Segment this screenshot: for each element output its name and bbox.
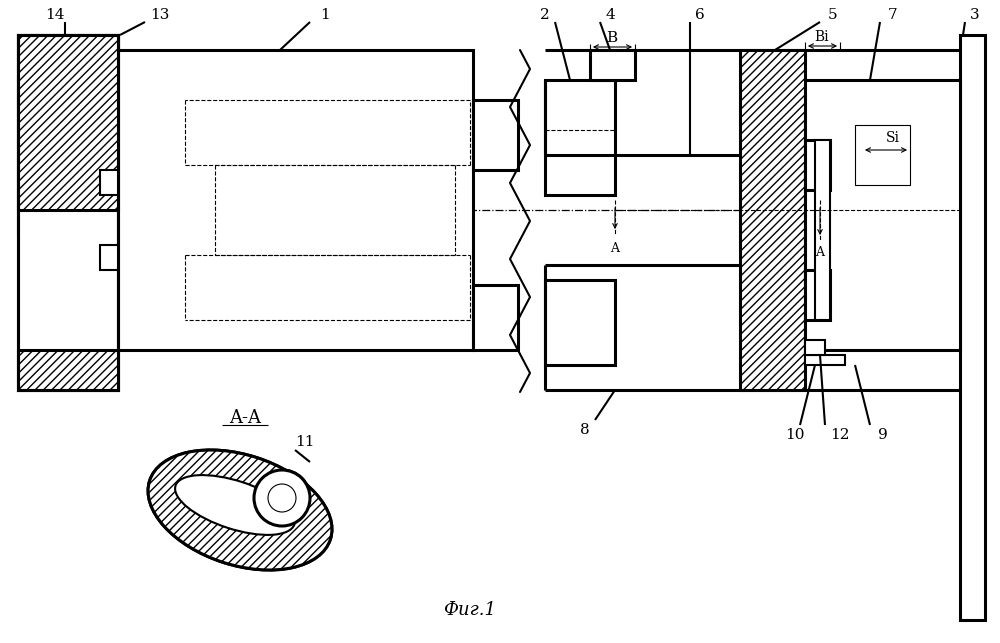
- Text: 4: 4: [605, 8, 615, 22]
- Text: 5: 5: [828, 8, 838, 22]
- Bar: [960, 35, 985, 620]
- Bar: [805, 140, 830, 190]
- Text: 1: 1: [320, 8, 330, 22]
- Bar: [740, 50, 805, 390]
- Text: 9: 9: [878, 428, 888, 442]
- Text: 12: 12: [830, 428, 850, 442]
- Bar: [18, 35, 118, 210]
- Text: 11: 11: [295, 435, 315, 449]
- Text: 13: 13: [150, 8, 170, 22]
- Bar: [18, 350, 118, 390]
- Ellipse shape: [148, 450, 332, 570]
- Bar: [815, 140, 830, 320]
- Text: A-A: A-A: [229, 409, 261, 427]
- Circle shape: [254, 470, 310, 526]
- Ellipse shape: [175, 475, 295, 535]
- Bar: [590, 50, 635, 80]
- Text: Фиг.1: Фиг.1: [444, 601, 496, 619]
- Text: 7: 7: [888, 8, 898, 22]
- Bar: [473, 285, 518, 350]
- Bar: [18, 35, 118, 390]
- Bar: [118, 50, 473, 350]
- Bar: [855, 125, 910, 185]
- Bar: [805, 355, 845, 365]
- Bar: [805, 80, 960, 350]
- Text: Si: Si: [886, 131, 900, 145]
- Text: 6: 6: [695, 8, 705, 22]
- Bar: [18, 350, 118, 390]
- Bar: [100, 170, 118, 195]
- Text: 3: 3: [970, 8, 980, 22]
- Text: A: A: [610, 242, 620, 255]
- Bar: [805, 340, 825, 355]
- Bar: [545, 80, 615, 195]
- Text: 10: 10: [785, 428, 805, 442]
- Bar: [805, 270, 830, 320]
- Text: 8: 8: [580, 423, 590, 437]
- Text: Bi: Bi: [815, 30, 829, 44]
- Text: B: B: [606, 31, 618, 45]
- Text: 2: 2: [540, 8, 550, 22]
- Bar: [18, 35, 118, 390]
- Bar: [18, 35, 118, 210]
- Text: A: A: [816, 246, 824, 258]
- Text: 14: 14: [45, 8, 65, 22]
- Bar: [545, 280, 615, 365]
- Bar: [18, 35, 118, 235]
- Bar: [100, 245, 118, 270]
- Bar: [473, 100, 518, 170]
